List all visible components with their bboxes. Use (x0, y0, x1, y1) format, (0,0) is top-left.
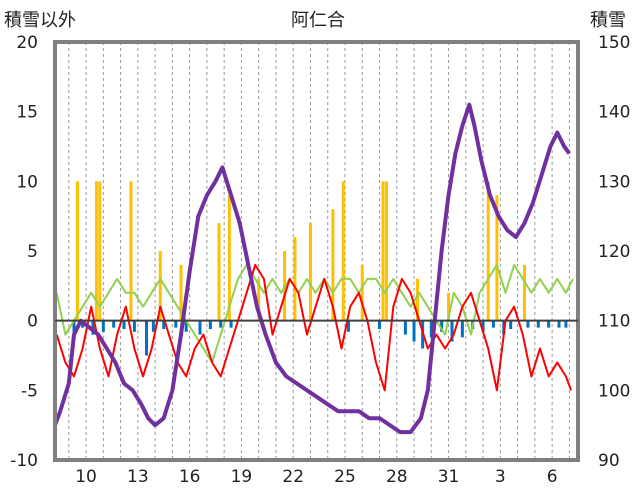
blue-bar (91, 320, 95, 335)
precip-bar (308, 223, 312, 321)
x-tick-label: 25 (334, 467, 356, 487)
left-axis-label: 積雪以外 (4, 10, 76, 31)
blue-bar (378, 320, 382, 330)
left-tick-label: -5 (21, 381, 38, 401)
blue-bar (450, 320, 454, 342)
precip-bar (341, 181, 345, 321)
right-tick-label: 150 (598, 33, 630, 53)
blue-bar (509, 320, 513, 330)
precip-bar (486, 181, 490, 321)
blue-bar (184, 320, 188, 332)
precip-bar (227, 195, 231, 321)
precip-bar (495, 195, 499, 321)
precip-bar (129, 181, 133, 321)
left-tick-label: 0 (27, 312, 38, 332)
x-tick-label: 10 (75, 467, 97, 487)
precip-bar (381, 181, 385, 321)
blue-bar (412, 320, 416, 342)
precip-bar (94, 181, 98, 321)
blue-bar (557, 320, 561, 328)
x-tick-label: 31 (438, 467, 460, 487)
precip-bar (360, 264, 364, 321)
red-temperature-line (55, 263, 573, 392)
blue-bar (219, 320, 223, 328)
left-tick-label: 20 (16, 33, 38, 53)
blue-bar (151, 320, 155, 332)
x-tick-label: 13 (127, 467, 149, 487)
blue-bar (144, 320, 148, 356)
line-series (53, 102, 574, 435)
precip-bar (257, 278, 261, 321)
blue-bar (403, 320, 407, 335)
left-tick-label: 10 (16, 172, 38, 192)
left-tick-label: 15 (16, 103, 38, 123)
precip-bar (179, 264, 183, 321)
x-tick-label: 19 (231, 467, 253, 487)
x-tick-label: 3 (495, 467, 506, 487)
blue-bar (460, 320, 464, 338)
blue-bar (481, 320, 485, 332)
blue-bar (198, 320, 202, 335)
precip-bar (522, 264, 526, 321)
right-tick-label: 90 (598, 451, 620, 471)
snow-depth-line (53, 102, 572, 435)
right-tick-label: 120 (598, 242, 630, 262)
blue-bar (429, 320, 433, 338)
axis-ticks: 20 15 10 5 0 -5 -10 150 140 130 120 110 100 90 10 13 16 1… (10, 33, 630, 487)
right-axis-label: 積雪 (590, 10, 626, 31)
blue-bar (174, 320, 178, 328)
left-tick-label: 5 (27, 242, 38, 262)
blue-bar (208, 320, 212, 330)
green-temperature-line (55, 263, 574, 364)
blue-bar (526, 320, 530, 328)
precip-bar (158, 251, 162, 321)
precip-bar (98, 181, 102, 321)
x-tick-label: 16 (179, 467, 201, 487)
x-tick-label: 28 (386, 467, 408, 487)
right-tick-label: 110 (598, 312, 630, 332)
blue-bar (564, 320, 568, 328)
blue-bar (536, 320, 540, 328)
x-tick-label: 22 (282, 467, 304, 487)
precip-bar (75, 181, 79, 321)
bar-series (72, 181, 568, 356)
plot-frame (53, 40, 580, 462)
precip-bar (217, 223, 221, 321)
chart-title: 阿仁合 (291, 10, 345, 31)
blue-bar (346, 320, 350, 332)
blue-bar (162, 320, 166, 330)
blue-bar (112, 320, 116, 328)
blue-bar (491, 320, 495, 328)
blue-bar (229, 320, 233, 328)
precip-bar (447, 292, 451, 321)
right-tick-label: 130 (598, 172, 630, 192)
blue-bar (440, 320, 444, 332)
blue-bar (132, 320, 136, 332)
blue-bar (101, 320, 105, 332)
blue-bar (72, 320, 76, 335)
precip-bar (415, 278, 419, 321)
precip-bar (384, 181, 388, 321)
right-tick-label: 100 (598, 381, 630, 401)
x-tick-label: 6 (547, 467, 558, 487)
blue-bar (122, 320, 126, 330)
precip-bar (331, 209, 335, 321)
right-tick-label: 140 (598, 103, 630, 123)
left-tick-label: -10 (10, 451, 38, 471)
blue-bar (547, 320, 551, 328)
precip-bar (293, 237, 297, 321)
